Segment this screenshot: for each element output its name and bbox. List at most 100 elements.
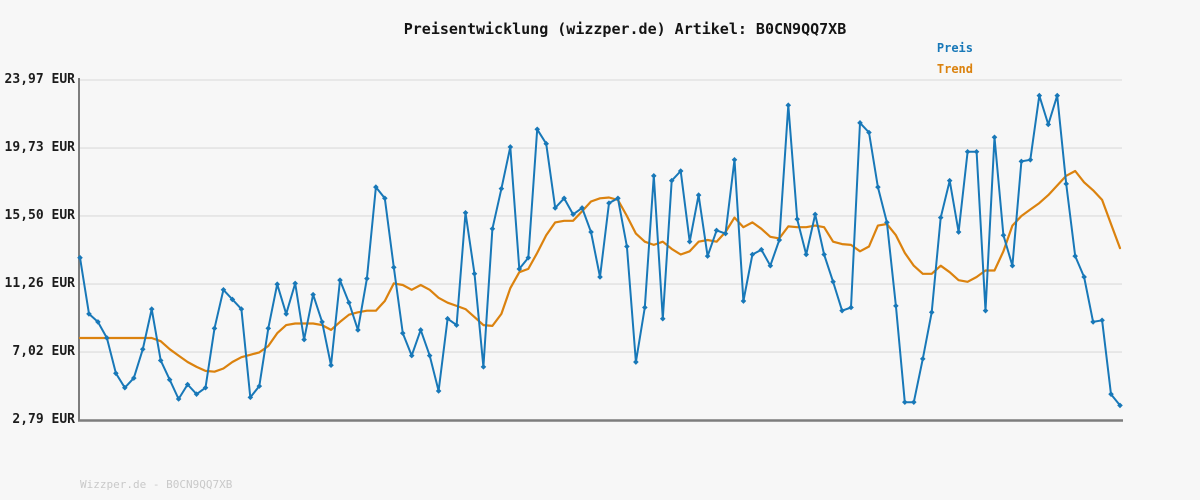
data-point-marker <box>1045 121 1052 128</box>
data-point-marker <box>489 226 496 232</box>
data-point-marker <box>597 274 603 280</box>
data-point-marker <box>776 237 783 243</box>
data-point-marker <box>292 280 298 287</box>
y-tick-label: 23,97 EUR <box>4 72 75 87</box>
data-point-marker <box>1018 158 1025 165</box>
data-point-marker <box>606 200 612 206</box>
data-point-marker <box>570 211 576 218</box>
data-point-marker <box>382 195 388 202</box>
data-point-marker <box>668 177 675 184</box>
data-point-marker <box>812 211 818 218</box>
data-point-marker <box>274 281 281 287</box>
data-point-marker <box>884 219 890 226</box>
watermark: Wizzper.de - B0CN9QQ7XB <box>80 478 233 491</box>
data-point-marker <box>534 126 541 133</box>
y-tick-label: 7,02 EUR <box>12 344 75 360</box>
data-point-marker <box>283 311 290 317</box>
data-point-marker <box>928 309 935 316</box>
data-point-marker <box>982 307 989 314</box>
data-point-marker <box>704 253 711 259</box>
data-point-marker <box>902 399 908 405</box>
data-point-marker <box>1108 391 1114 397</box>
data-point-marker <box>857 120 863 126</box>
data-point-marker <box>785 102 792 109</box>
y-tick-label: 11,26 EUR <box>4 276 75 292</box>
data-point-marker <box>919 356 926 362</box>
data-point-marker <box>633 359 639 365</box>
data-point-marker <box>893 303 899 309</box>
data-point-marker <box>946 177 953 184</box>
data-point-marker <box>579 205 585 211</box>
data-point-marker <box>113 370 119 377</box>
data-point-marker <box>910 399 917 405</box>
data-point-marker <box>552 205 558 211</box>
data-point-marker <box>642 304 648 311</box>
data-point-marker <box>184 381 191 388</box>
data-point-marker <box>794 216 801 222</box>
data-point-marker <box>211 325 218 332</box>
data-point-marker <box>695 192 702 198</box>
data-point-marker <box>95 319 101 325</box>
data-point-marker <box>561 195 567 202</box>
data-point-marker <box>86 311 92 317</box>
series-trend-line <box>78 169 1122 373</box>
data-point-marker <box>1063 181 1070 187</box>
data-point-marker <box>615 195 621 202</box>
data-point-marker <box>399 330 406 336</box>
data-point-marker <box>104 335 110 341</box>
data-point-marker <box>713 227 720 234</box>
data-point-marker <box>220 287 227 293</box>
data-point-marker <box>821 251 827 258</box>
data-point-marker <box>462 209 469 216</box>
data-point-marker <box>1081 274 1087 280</box>
data-point-marker <box>937 214 944 221</box>
data-point-marker <box>1090 319 1096 325</box>
data-point-marker <box>1036 92 1043 99</box>
data-point-marker <box>417 327 424 333</box>
y-tick-label: 19,73 EUR <box>4 140 75 156</box>
data-point-marker <box>991 134 998 141</box>
data-point-marker <box>803 251 810 258</box>
data-point-marker <box>830 278 836 285</box>
data-point-marker <box>973 148 980 155</box>
data-point-marker <box>122 384 128 391</box>
data-point-marker <box>964 148 971 155</box>
data-point-marker <box>453 322 460 328</box>
data-point-marker <box>139 346 146 353</box>
data-point-marker <box>875 184 881 190</box>
data-point-marker <box>328 362 334 369</box>
data-point-marker <box>848 304 854 311</box>
data-point-marker <box>1054 92 1061 99</box>
data-point-marker <box>624 243 630 250</box>
legend-item-preis: Preis <box>936 41 973 55</box>
data-point-marker <box>866 129 872 136</box>
data-point-marker <box>426 352 433 359</box>
data-point-marker <box>507 144 514 150</box>
data-point-marker <box>408 352 415 359</box>
data-point-marker <box>444 315 451 322</box>
data-point-marker <box>364 275 370 282</box>
data-point-marker <box>337 277 343 283</box>
data-point-marker <box>130 375 137 381</box>
data-point-marker <box>516 266 523 272</box>
data-point-marker <box>202 384 209 391</box>
data-point-marker <box>166 376 173 383</box>
data-point-marker <box>435 388 442 394</box>
data-point-marker <box>749 251 756 258</box>
data-point-marker <box>265 325 272 332</box>
data-point-marker <box>229 296 236 303</box>
data-point-marker <box>480 364 487 370</box>
data-point-marker <box>686 238 693 245</box>
data-point-marker <box>650 173 657 179</box>
data-point-marker <box>758 246 765 253</box>
chart-title: Preisentwicklung (wizzper.de) Artikel: B… <box>403 20 847 38</box>
data-point-marker <box>1117 402 1123 409</box>
data-point-marker <box>193 391 200 397</box>
data-point-marker <box>247 394 254 401</box>
data-point-marker <box>498 185 505 192</box>
y-tick-label: 2,79 EUR <box>12 412 75 427</box>
data-point-marker <box>373 184 379 190</box>
data-point-marker <box>659 315 666 322</box>
